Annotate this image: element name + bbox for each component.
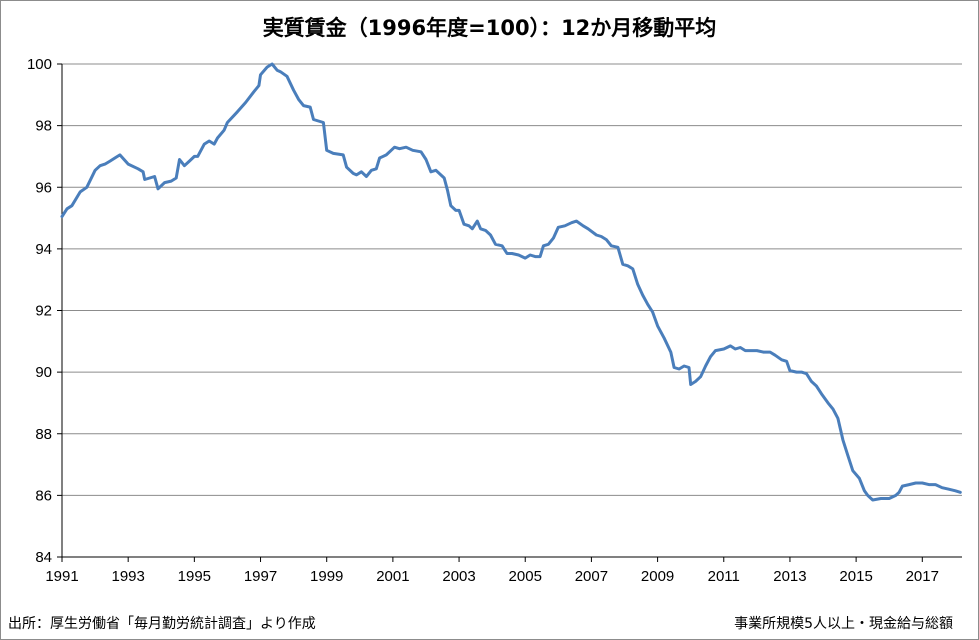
y-tick-label-88: 88 [35, 426, 52, 443]
x-tick-label-2015: 2015 [839, 568, 872, 585]
x-tick-label-2007: 2007 [575, 568, 608, 585]
x-tick-label-2001: 2001 [376, 568, 409, 585]
y-tick-label-100: 100 [27, 56, 52, 73]
series-line-0 [60, 62, 962, 502]
y-tick-labels: 84 86 88 90 92 94 96 98 100 [27, 56, 52, 566]
y-tick-label-86: 86 [35, 487, 52, 504]
y-tick-label-84: 84 [35, 549, 52, 566]
series-group [60, 62, 962, 502]
y-tick-label-92: 92 [35, 303, 52, 320]
x-tick-label-2017: 2017 [906, 568, 939, 585]
x-tick-label-1999: 1999 [310, 568, 343, 585]
x-tick-labels: 1991 1993 1995 1997 1999 2001 2003 2005 2007 2009… [45, 568, 939, 585]
line-chart: 84 86 88 90 92 94 96 98 100 1991 1993 1995 1997 1999… [27, 56, 962, 585]
scope-note: 事業所規模5人以上・現金給与総額 [734, 616, 953, 632]
x-tick-label-2011: 2011 [708, 568, 740, 585]
y-tick-label-94: 94 [35, 241, 52, 258]
grid-lines [62, 63, 962, 496]
axes [57, 63, 962, 562]
y-tick-label-90: 90 [35, 364, 52, 381]
x-tick-label-1995: 1995 [178, 568, 211, 585]
y-tick-label-98: 98 [35, 118, 52, 135]
source-note: 出所：厚生労働省「毎月勤労統計調査」より作成 [8, 616, 316, 632]
chart-title: 実質賃金（1996年度=100）：12か月移動平均 [262, 16, 717, 40]
x-tick-label-2013: 2013 [773, 568, 806, 585]
x-tick-label-2009: 2009 [641, 568, 674, 585]
x-tick-label-1991: 1991 [45, 568, 78, 585]
x-tick-label-2005: 2005 [509, 568, 542, 585]
y-tick-label-96: 96 [35, 179, 52, 196]
x-tick-label-2003: 2003 [442, 568, 475, 585]
x-tick-label-1993: 1993 [111, 568, 144, 585]
x-tick-label-1997: 1997 [244, 568, 277, 585]
